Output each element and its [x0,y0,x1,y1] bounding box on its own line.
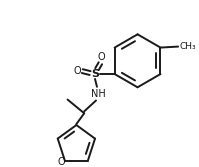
Text: S: S [91,69,99,79]
Text: CH₃: CH₃ [179,42,196,51]
Text: O: O [74,66,81,76]
Text: O: O [57,156,65,166]
Text: NH: NH [91,89,105,99]
Text: O: O [97,52,105,62]
